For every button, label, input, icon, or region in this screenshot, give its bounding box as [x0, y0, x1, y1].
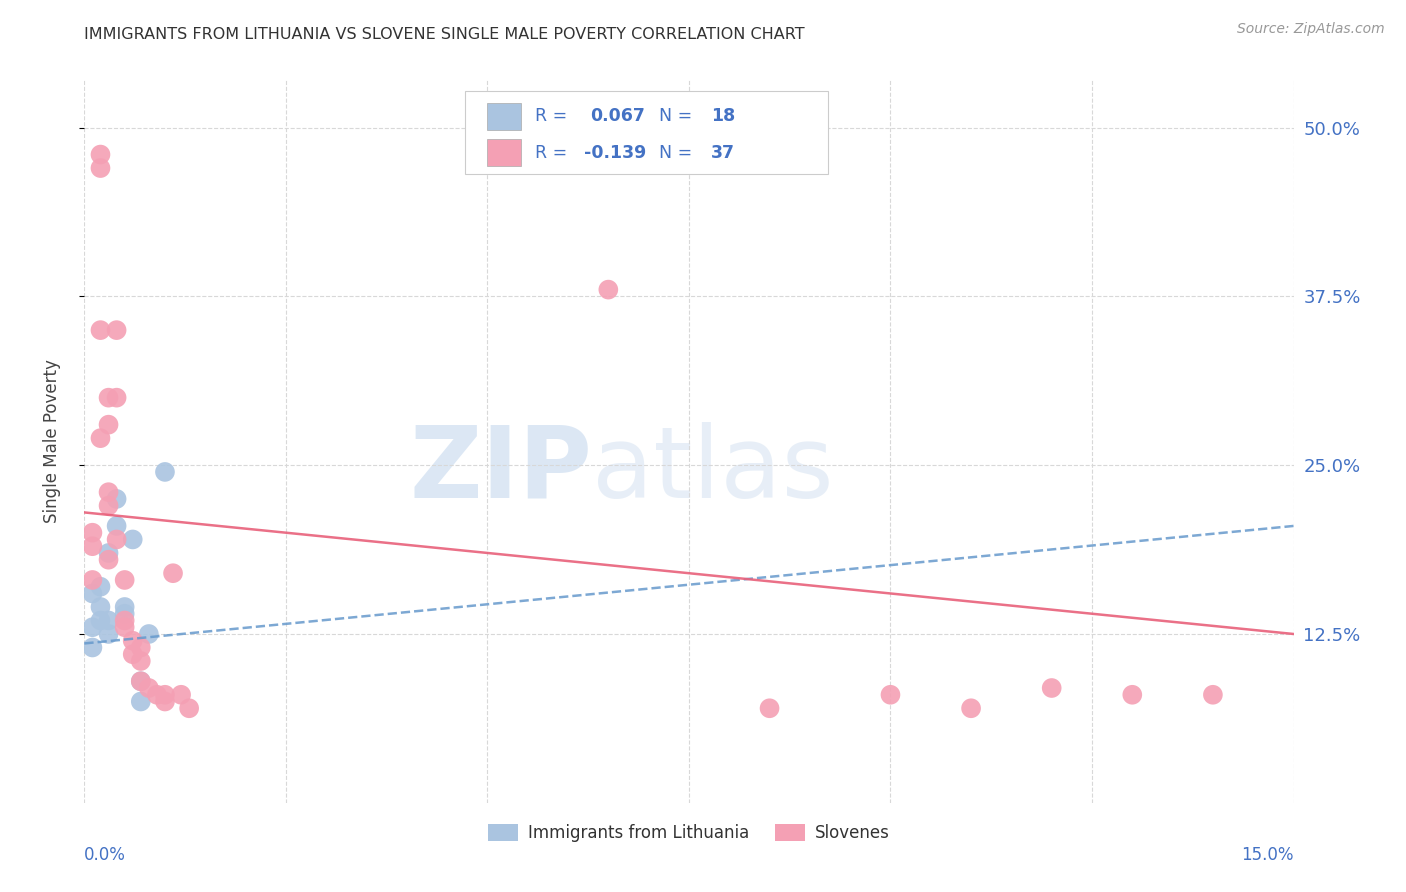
Text: N =: N = [659, 144, 697, 161]
Point [114, 614, 136, 628]
Point [97, 417, 120, 432]
FancyBboxPatch shape [486, 103, 520, 130]
Point [129, 694, 152, 708]
Point [114, 620, 136, 634]
Point [121, 633, 143, 648]
Point [105, 491, 128, 506]
Point [105, 519, 128, 533]
Text: R =: R = [536, 144, 574, 161]
Point [105, 533, 128, 547]
Point [97, 614, 120, 628]
Point [138, 681, 160, 695]
Text: ZIP: ZIP [409, 422, 592, 519]
Point [121, 647, 143, 661]
Text: -0.139: -0.139 [583, 144, 645, 161]
Point [97, 391, 120, 405]
Point [89, 323, 111, 337]
Point [129, 674, 152, 689]
Text: 37: 37 [710, 144, 735, 161]
Point [82, 640, 104, 655]
Text: 0.067: 0.067 [589, 107, 645, 126]
Point [129, 640, 152, 655]
Y-axis label: Single Male Poverty: Single Male Poverty [42, 359, 60, 524]
Point [1121, 688, 1143, 702]
Point [97, 499, 120, 513]
FancyBboxPatch shape [465, 91, 828, 174]
Text: 0.0%: 0.0% [84, 847, 127, 864]
Point [138, 627, 160, 641]
Point [129, 674, 152, 689]
FancyBboxPatch shape [486, 139, 520, 166]
Point [89, 599, 111, 614]
Point [97, 546, 120, 560]
Legend: Immigrants from Lithuania, Slovenes: Immigrants from Lithuania, Slovenes [482, 817, 896, 848]
Point [758, 701, 780, 715]
Point [97, 485, 120, 500]
Point [114, 599, 136, 614]
Point [82, 586, 104, 600]
Point [82, 573, 104, 587]
Point [1202, 688, 1225, 702]
Point [879, 688, 901, 702]
Text: N =: N = [659, 107, 697, 126]
Point [82, 525, 104, 540]
Text: 18: 18 [710, 107, 735, 126]
Point [598, 283, 620, 297]
Text: 15.0%: 15.0% [1241, 847, 1294, 864]
Text: IMMIGRANTS FROM LITHUANIA VS SLOVENE SINGLE MALE POVERTY CORRELATION CHART: IMMIGRANTS FROM LITHUANIA VS SLOVENE SIN… [84, 27, 806, 42]
Point [97, 552, 120, 566]
Point [146, 688, 169, 702]
Point [89, 580, 111, 594]
Text: atlas: atlas [592, 422, 834, 519]
Point [153, 688, 176, 702]
Text: R =: R = [536, 107, 574, 126]
Text: Source: ZipAtlas.com: Source: ZipAtlas.com [1237, 22, 1385, 37]
Point [89, 147, 111, 161]
Point [105, 323, 128, 337]
Point [153, 694, 176, 708]
Point [114, 607, 136, 621]
Point [89, 431, 111, 445]
Point [121, 533, 143, 547]
Point [89, 161, 111, 175]
Point [82, 539, 104, 553]
Point [162, 566, 184, 581]
Point [153, 465, 176, 479]
Point [170, 688, 193, 702]
Point [960, 701, 983, 715]
Point [114, 573, 136, 587]
Point [89, 614, 111, 628]
Point [105, 391, 128, 405]
Point [82, 620, 104, 634]
Point [129, 654, 152, 668]
Point [97, 627, 120, 641]
Point [1040, 681, 1063, 695]
Point [179, 701, 201, 715]
